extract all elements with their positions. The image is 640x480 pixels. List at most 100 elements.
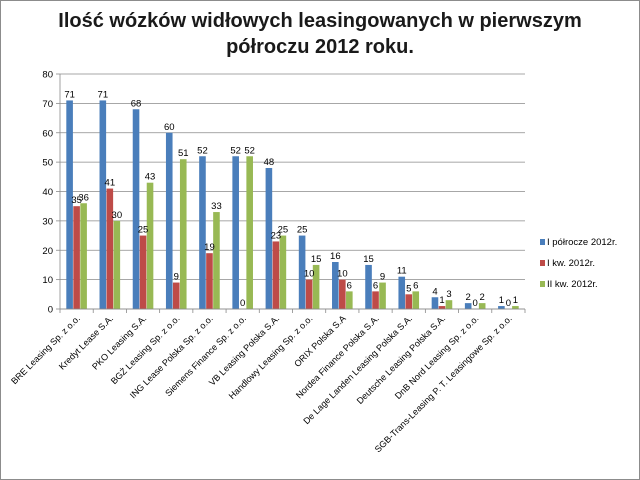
bar (464, 303, 472, 309)
data-label: 19 (204, 242, 215, 253)
legend-label: I półrocze 2012r. (547, 237, 617, 248)
bar (498, 306, 505, 309)
data-label: 1 (499, 295, 504, 306)
data-label: 2 (480, 292, 485, 303)
data-label: 6 (373, 280, 378, 291)
data-label: 15 (311, 254, 322, 265)
data-label: 52 (244, 145, 255, 156)
bar (346, 291, 353, 309)
data-label: 23 (271, 230, 282, 241)
bar (172, 282, 180, 309)
data-label: 15 (363, 254, 374, 265)
legend-swatch (540, 260, 545, 266)
y-tick-label: 80 (42, 70, 53, 81)
data-label: 60 (164, 122, 175, 133)
bar (398, 276, 406, 309)
bar (199, 156, 206, 309)
y-tick-label: 20 (42, 246, 53, 257)
data-label: 9 (380, 272, 385, 283)
legend-swatch (540, 239, 545, 245)
bar (139, 235, 147, 309)
bar (379, 282, 386, 309)
data-label: 71 (64, 89, 75, 100)
data-label: 52 (197, 145, 208, 156)
bar (213, 212, 220, 309)
chart-title-line-2: półroczu 2012 roku. (226, 36, 414, 58)
bar (312, 264, 320, 309)
data-label: 9 (174, 272, 179, 283)
y-tick-label: 10 (42, 275, 53, 286)
data-label: 6 (347, 280, 352, 291)
y-axis: 0 10 20 30 40 50 60 70 80 (42, 70, 61, 316)
bar (146, 182, 154, 309)
bar (106, 188, 114, 309)
bar (478, 303, 486, 309)
bar (272, 241, 280, 309)
y-tick-label: 60 (42, 128, 53, 139)
data-label: 30 (112, 210, 123, 221)
legend-label: II kw. 2012r. (547, 279, 598, 290)
bar (412, 291, 420, 309)
bar (99, 100, 107, 309)
bars (66, 100, 519, 309)
bar (405, 294, 413, 309)
bar (512, 306, 519, 309)
data-label: 48 (264, 157, 275, 168)
bar (73, 206, 80, 309)
data-label: 41 (105, 178, 116, 189)
data-label: 16 (330, 251, 341, 262)
chart-title: Ilość wózków widłowych leasingowanych w … (20, 8, 620, 60)
bar (279, 235, 287, 309)
data-label: 2 (466, 292, 471, 303)
data-label: 10 (337, 269, 348, 280)
data-label: 11 (397, 266, 407, 277)
bar (438, 306, 446, 309)
data-label: 1 (513, 295, 518, 306)
bar (113, 220, 121, 309)
legend: I półrocze 2012r. I kw. 2012r. II kw. 2012… (540, 237, 617, 290)
data-label: 35 (71, 195, 82, 206)
data-label: 52 (230, 145, 241, 156)
bar (265, 168, 273, 309)
data-label: 3 (446, 289, 451, 300)
bar (431, 297, 439, 309)
y-tick-label: 40 (42, 187, 53, 198)
y-tick-label: 70 (42, 99, 53, 110)
data-label: 71 (98, 89, 109, 100)
bar (80, 203, 87, 309)
data-label: 68 (131, 98, 142, 109)
y-tick-label: 30 (42, 216, 53, 227)
bar (339, 279, 346, 309)
legend-label: I kw. 2012r. (547, 258, 595, 269)
bar (206, 253, 213, 309)
data-label: 36 (78, 192, 89, 203)
data-label: 25 (278, 225, 289, 236)
bar (365, 264, 372, 309)
bar (132, 109, 140, 309)
data-label: 0 (240, 298, 245, 309)
bar (445, 300, 453, 309)
y-tick-label: 50 (42, 158, 53, 169)
bar (66, 100, 73, 309)
bar (232, 156, 239, 309)
data-label: 1 (439, 295, 444, 306)
data-label: 0 (506, 298, 511, 309)
data-label: 5 (406, 283, 411, 294)
x-axis: BRE Leasing Sp. z o.o.Kredyt Lease S.A.P… (9, 308, 526, 454)
bar (179, 159, 187, 309)
legend-swatch (540, 281, 545, 287)
data-label: 25 (297, 225, 308, 236)
y-tick-label: 0 (48, 305, 53, 316)
bar (305, 279, 313, 309)
bar (165, 132, 173, 309)
data-label: 43 (145, 172, 156, 183)
data-label: 4 (432, 286, 437, 297)
gridlines (60, 73, 525, 310)
bar (332, 262, 339, 309)
data-label: 51 (178, 148, 189, 159)
bar (298, 235, 306, 309)
bar (372, 291, 379, 309)
bar (246, 156, 253, 309)
